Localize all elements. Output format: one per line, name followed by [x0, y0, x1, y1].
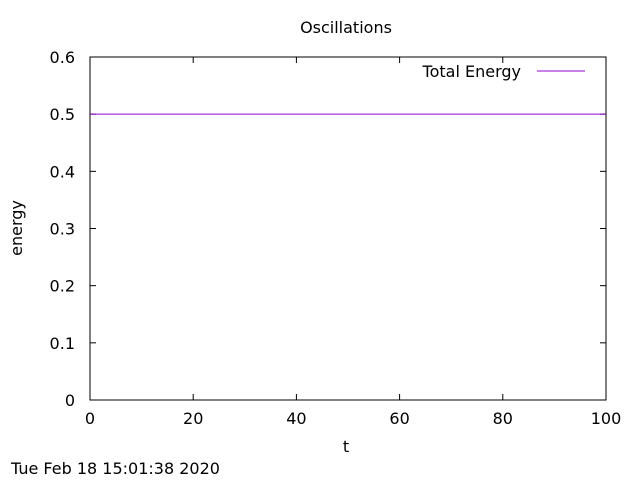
y-axis-label: energy — [7, 200, 26, 256]
y-tick-label: 0.3 — [50, 220, 75, 239]
x-tick-label: 0 — [85, 409, 95, 428]
x-axis-label: t — [343, 437, 349, 456]
timestamp-label: Tue Feb 18 15:01:38 2020 — [11, 459, 220, 478]
y-tick-label: 0.2 — [50, 277, 75, 296]
x-tick-label: 20 — [183, 409, 203, 428]
x-tick-label: 60 — [389, 409, 409, 428]
x-axis-ticks: 0 20 40 60 80 100 — [85, 57, 621, 428]
y-tick-label: 0.5 — [50, 105, 75, 124]
y-tick-label: 0 — [65, 391, 75, 410]
legend: Total Energy — [422, 62, 585, 81]
chart-title: Oscillations — [300, 18, 392, 37]
x-tick-label: 40 — [286, 409, 306, 428]
y-tick-label: 0.6 — [50, 48, 75, 67]
y-axis-ticks: 0 0.1 0.2 0.3 0.4 0.5 0.6 — [50, 48, 606, 410]
legend-label: Total Energy — [422, 62, 521, 81]
x-tick-label: 100 — [591, 409, 622, 428]
plot-frame — [89, 56, 607, 401]
y-tick-label: 0.4 — [50, 162, 75, 181]
x-tick-label: 80 — [493, 409, 513, 428]
plot-border — [89, 56, 607, 401]
y-tick-label: 0.1 — [50, 334, 75, 353]
